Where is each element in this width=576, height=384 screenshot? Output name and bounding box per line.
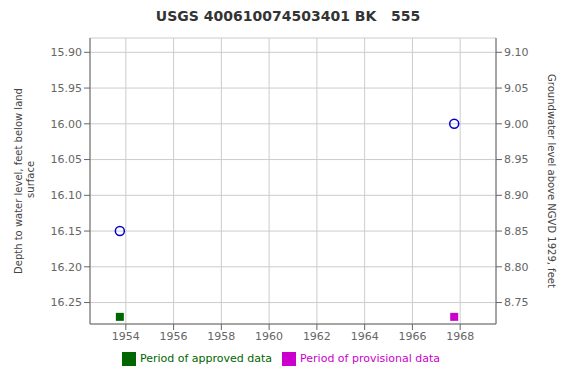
svg-text:9.10: 9.10 <box>504 46 529 59</box>
svg-text:16.15: 16.15 <box>51 225 83 238</box>
svg-text:15.95: 15.95 <box>51 82 83 95</box>
svg-text:1968: 1968 <box>446 330 474 343</box>
svg-text:8.95: 8.95 <box>504 153 529 166</box>
svg-text:1960: 1960 <box>255 330 283 343</box>
svg-text:16.25: 16.25 <box>51 296 83 309</box>
svg-text:8.75: 8.75 <box>504 296 529 309</box>
svg-text:9.00: 9.00 <box>504 118 529 131</box>
svg-text:9.05: 9.05 <box>504 82 529 95</box>
svg-text:16.20: 16.20 <box>51 261 83 274</box>
svg-text:15.90: 15.90 <box>51 46 83 59</box>
svg-text:1962: 1962 <box>303 330 331 343</box>
svg-text:16.00: 16.00 <box>51 118 83 131</box>
svg-text:1958: 1958 <box>207 330 235 343</box>
svg-text:1956: 1956 <box>160 330 188 343</box>
svg-text:16.05: 16.05 <box>51 153 83 166</box>
svg-text:8.90: 8.90 <box>504 189 529 202</box>
html-text:USGS 400610074503401 BK 555: USGS 400610074503401 BK 555 <box>155 8 421 24</box>
html-text:Period of provisional data: Period of provisional data <box>300 352 441 365</box>
svg-text:Depth to water level, feet bel: Depth to water level, feet below land su… <box>13 88 36 274</box>
html-text:Period of approved data: Period of approved data <box>139 352 273 365</box>
svg-text:1966: 1966 <box>398 330 426 343</box>
svg-text:8.85: 8.85 <box>504 225 529 238</box>
svg-text:8.80: 8.80 <box>504 261 529 274</box>
svg-text:1954: 1954 <box>112 330 140 343</box>
svg-text:Groundwater level above NGVD 1: Groundwater level above NGVD 1929, feet <box>546 74 557 288</box>
svg-text:1964: 1964 <box>351 330 379 343</box>
svg-text:16.10: 16.10 <box>51 189 83 202</box>
